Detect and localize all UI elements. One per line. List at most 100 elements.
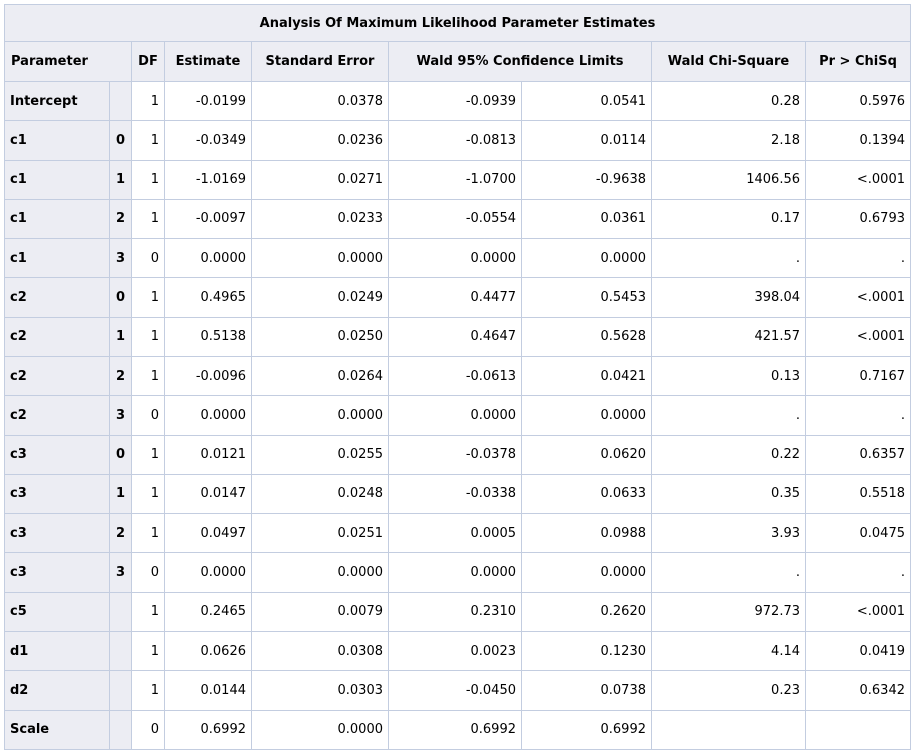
cell-level: 3 <box>109 552 132 593</box>
cell-lower-limit: 0.0000 <box>388 238 522 279</box>
cell-wald-chi-square: 0.13 <box>651 355 806 397</box>
cell-parameter: Scale <box>4 709 110 750</box>
cell-upper-limit: 0.0361 <box>521 198 652 240</box>
col-header-wald-confidence-limits: Wald 95% Confidence Limits <box>388 41 652 82</box>
cell-upper-limit: 0.6992 <box>521 709 652 750</box>
cell-standard-error: 0.0248 <box>251 473 389 515</box>
cell-upper-limit: 0.0620 <box>521 434 652 475</box>
cell-standard-error: 0.0233 <box>251 198 389 240</box>
table-row: Intercept 1 -0.0199 0.0378 -0.0939 0.0541 0.28… <box>4 80 911 122</box>
cell-wald-chi-square: 1406.56 <box>651 159 806 200</box>
cell-standard-error: 0.0271 <box>251 159 389 200</box>
cell-df: 0 <box>131 395 165 436</box>
cell-lower-limit: 0.0000 <box>388 395 522 436</box>
cell-parameter: c2 <box>4 355 110 397</box>
cell-parameter: c1 <box>4 120 110 161</box>
cell-estimate: 0.0497 <box>164 513 252 554</box>
cell-parameter: c2 <box>4 277 110 318</box>
table-row: c1 3 0 0.0000 0.0000 0.0000 0.0000.. <box>4 238 911 279</box>
col-header-wald-chi-square: Wald Chi-Square <box>651 41 806 82</box>
cell-estimate: 0.0000 <box>164 238 252 279</box>
cell-lower-limit: -0.0338 <box>388 473 522 515</box>
cell-upper-limit: 0.0633 <box>521 473 652 515</box>
cell-df: 1 <box>131 355 165 397</box>
cell-wald-chi-square: 0.17 <box>651 198 806 240</box>
cell-lower-limit: 0.0005 <box>388 513 522 554</box>
cell-wald-chi-square: 398.04 <box>651 277 806 318</box>
cell-standard-error: 0.0251 <box>251 513 389 554</box>
cell-wald-chi-square: 2.18 <box>651 120 806 161</box>
cell-standard-error: 0.0000 <box>251 395 389 436</box>
cell-wald-chi-square: 4.14 <box>651 630 806 672</box>
cell-wald-chi-square: . <box>651 552 806 593</box>
cell-lower-limit: -0.0450 <box>388 670 522 711</box>
cell-estimate: -0.0097 <box>164 198 252 240</box>
col-header-df: DF <box>131 41 165 82</box>
cell-level: 2 <box>109 355 132 397</box>
cell-lower-limit: -0.0813 <box>388 120 522 161</box>
cell-estimate: -0.0096 <box>164 355 252 397</box>
cell-estimate: 0.2465 <box>164 591 252 632</box>
cell-level: 0 <box>109 434 132 475</box>
cell-df: 1 <box>131 630 165 672</box>
parameter-estimates-table: Analysis Of Maximum Likelihood Parameter… <box>4 4 911 750</box>
cell-wald-chi-square: . <box>651 238 806 279</box>
cell-parameter: c2 <box>4 395 110 436</box>
cell-df: 0 <box>131 709 165 750</box>
cell-wald-chi-square: . <box>651 395 806 436</box>
cell-level <box>109 591 132 632</box>
cell-df: 1 <box>131 198 165 240</box>
cell-parameter: c3 <box>4 552 110 593</box>
cell-wald-chi-square: 0.28 <box>651 80 806 122</box>
cell-df: 1 <box>131 316 165 357</box>
cell-p-value: 0.5518 <box>805 473 911 515</box>
cell-standard-error: 0.0255 <box>251 434 389 475</box>
table-title: Analysis Of Maximum Likelihood Parameter… <box>4 4 911 42</box>
cell-df: 0 <box>131 238 165 279</box>
cell-p-value <box>805 709 911 750</box>
cell-upper-limit: 0.0421 <box>521 355 652 397</box>
cell-estimate: 0.6992 <box>164 709 252 750</box>
col-header-parameter: Parameter <box>4 41 132 82</box>
cell-lower-limit: -0.0554 <box>388 198 522 240</box>
table-row: c3 2 1 0.0497 0.0251 0.0005 0.0988 3.93 0.0475 <box>4 513 911 554</box>
cell-upper-limit: 0.0000 <box>521 395 652 436</box>
cell-p-value: <.0001 <box>805 159 911 200</box>
cell-lower-limit: 0.0000 <box>388 552 522 593</box>
cell-wald-chi-square <box>651 709 806 750</box>
cell-df: 1 <box>131 277 165 318</box>
cell-level: 2 <box>109 513 132 554</box>
table-row: c2 0 1 0.4965 0.0249 0.4477 0.5453 398.04 <.0001 <box>4 277 911 318</box>
cell-lower-limit: 0.4477 <box>388 277 522 318</box>
cell-estimate: 0.0147 <box>164 473 252 515</box>
cell-p-value: <.0001 <box>805 591 911 632</box>
cell-df: 1 <box>131 473 165 515</box>
cell-standard-error: 0.0264 <box>251 355 389 397</box>
cell-estimate: -1.0169 <box>164 159 252 200</box>
cell-df: 1 <box>131 80 165 122</box>
cell-parameter: c1 <box>4 198 110 240</box>
cell-wald-chi-square: 3.93 <box>651 513 806 554</box>
cell-wald-chi-square: 0.22 <box>651 434 806 475</box>
cell-parameter: d1 <box>4 630 110 672</box>
table-body: Intercept 1 -0.0199 0.0378 -0.0939 0.0541 0.28… <box>4 80 911 750</box>
cell-lower-limit: 0.2310 <box>388 591 522 632</box>
cell-parameter: c5 <box>4 591 110 632</box>
cell-upper-limit: 0.0000 <box>521 238 652 279</box>
cell-p-value: . <box>805 238 911 279</box>
cell-level: 3 <box>109 238 132 279</box>
cell-level <box>109 670 132 711</box>
cell-wald-chi-square: 0.35 <box>651 473 806 515</box>
cell-level <box>109 709 132 750</box>
cell-p-value: <.0001 <box>805 277 911 318</box>
cell-estimate: 0.0626 <box>164 630 252 672</box>
cell-wald-chi-square: 972.73 <box>651 591 806 632</box>
table-row: c1 2 1 -0.0097 0.0233 -0.0554 0.0361 0.17 0.6793 <box>4 198 911 240</box>
cell-level: 1 <box>109 473 132 515</box>
table-row: c3 3 0 0.0000 0.0000 0.0000 0.0000.. <box>4 552 911 593</box>
table-row: c1 0 1 -0.0349 0.0236 -0.0813 0.0114 2.18 0.1394 <box>4 120 911 161</box>
table-row: Scale 0 0.6992 0.0000 0.6992 0.6992 <box>4 709 911 750</box>
table-row: d2 1 0.0144 0.0303 -0.0450 0.0738 0.23 0.6342 <box>4 670 911 711</box>
cell-wald-chi-square: 421.57 <box>651 316 806 357</box>
cell-estimate: 0.4965 <box>164 277 252 318</box>
